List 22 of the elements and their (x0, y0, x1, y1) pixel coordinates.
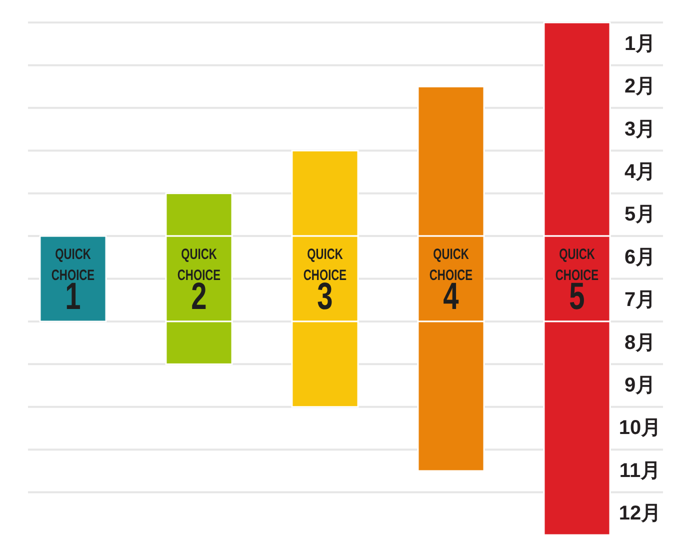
y-tick-label: 1月 (624, 32, 656, 55)
x-tick-label: QUICK CHOICE 2 (177, 245, 221, 318)
y-tick-label: 9月 (624, 374, 656, 397)
y-tick-label: 8月 (624, 332, 656, 354)
x-tick-label: QUICK CHOICE 4 (429, 245, 473, 318)
y-tick-label: 10月 (618, 417, 662, 440)
y-tick-label: 4月 (624, 160, 656, 183)
bar: QUICK CHOICE 5 (543, 235, 611, 322)
y-tick-label: 12月 (618, 502, 662, 525)
y-tick-label: 7月 (624, 289, 656, 312)
y-tick-label: 11月 (619, 460, 661, 482)
x-tick-label: QUICK CHOICE 5 (555, 245, 599, 318)
y-tick-label: 3月 (624, 118, 656, 140)
y-tick-label: 2月 (624, 76, 656, 98)
bar: QUICK CHOICE 2 (165, 235, 233, 322)
x-tick-label: QUICK CHOICE 3 (303, 245, 347, 318)
y-tick-label: 6月 (624, 246, 656, 268)
bar: QUICK CHOICE 1 (39, 235, 107, 322)
x-tick-label: QUICK CHOICE 1 (51, 245, 95, 318)
bar: QUICK CHOICE 4 (417, 235, 485, 322)
bar: QUICK CHOICE 3 (291, 235, 359, 322)
y-tick-label: 5月 (624, 204, 656, 226)
